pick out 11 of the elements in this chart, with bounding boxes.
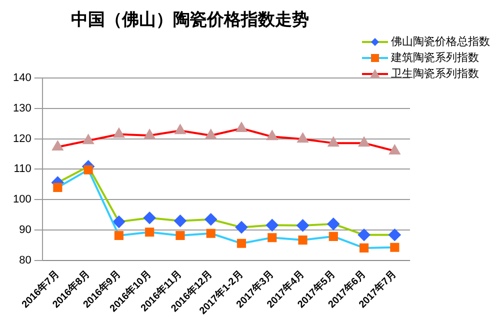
y-tick-label: 90 (19, 224, 32, 236)
y-tick-label: 100 (12, 194, 32, 206)
y-tick-label: 140 (12, 72, 32, 84)
chart-title: 中国（佛山）陶瓷价格指数走势 (70, 9, 310, 31)
legend-label: 卫生陶瓷系列指数 (391, 66, 479, 82)
legend-label: 佛山陶瓷价格总指数 (391, 34, 490, 50)
y-tick-label: 120 (12, 132, 32, 145)
y-tick-label: 110 (14, 163, 32, 176)
y-tick-label: 80 (19, 254, 32, 266)
y-tick-label: 130 (12, 102, 32, 114)
legend-label: 建筑陶瓷系列指数 (391, 50, 479, 66)
